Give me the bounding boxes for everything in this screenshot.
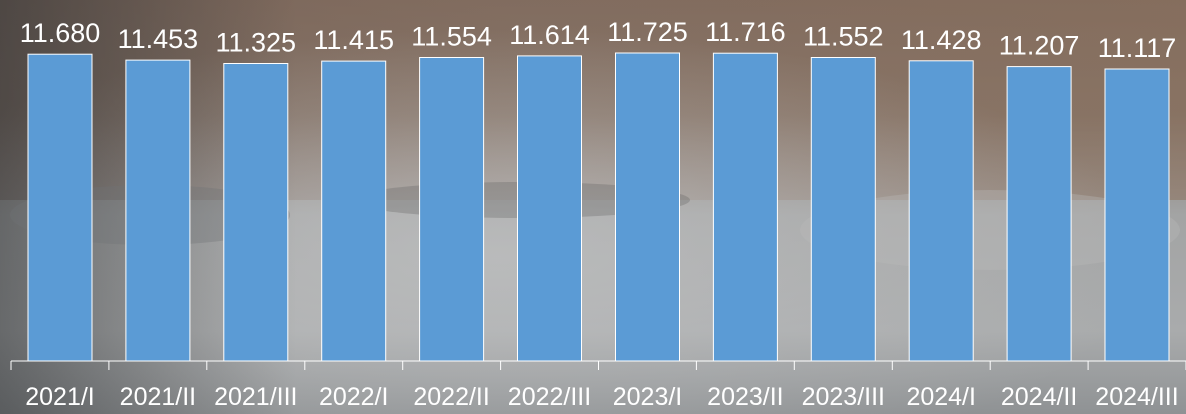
data-label: 11.716 [705,17,786,47]
data-label: 11.725 [607,17,688,47]
bar-2024-ii [1006,66,1072,362]
x-tick-label: 2023/II [707,383,783,411]
x-tick-label: 2024/I [906,383,976,411]
data-label: 11.415 [313,25,394,55]
data-labels: 11.680 11.453 11.325 11.415 11.554 11.614 11.7… [20,17,1177,63]
bar-2024-iii [1104,68,1170,362]
bar-2022-i [321,60,387,362]
data-label: 11.680 [20,18,101,48]
data-label: 11.428 [901,25,982,55]
bar-2022-ii [419,57,485,362]
x-tick-label: 2021/III [214,383,297,411]
data-label: 11.207 [999,31,1080,61]
x-tick-label: 2024/II [1001,383,1077,411]
x-tick-label: 2024/III [1095,383,1178,411]
bar-2024-i [908,60,974,362]
bars [27,52,1170,362]
data-label: 11.554 [411,22,492,52]
x-tick-labels: 2021/I 2021/II 2021/III 2022/I 2022/II 2022/I… [25,383,1178,411]
x-axis [10,360,1186,370]
data-label: 11.453 [118,24,199,54]
bar-2023-iii [810,57,876,362]
bar-2023-ii [712,52,778,362]
background-blur-shape-3 [800,190,1180,270]
bar-2021-ii [125,59,191,362]
x-tick-label: 2023/I [613,383,683,411]
bar-2023-i [615,52,680,362]
data-label: 11.614 [509,20,590,50]
bar-2022-iii [517,55,582,362]
bar-2021-i [27,53,93,362]
x-tick-label: 2023/III [802,383,885,411]
data-label: 11.325 [216,28,297,58]
data-label: 11.117 [1098,33,1177,63]
x-tick-label: 2022/II [413,383,489,411]
x-tick-label: 2022/III [508,383,591,411]
x-tick-label: 2021/II [120,383,196,411]
data-label: 11.552 [803,22,884,52]
x-tick-label: 2022/I [319,383,389,411]
x-tick-label: 2021/I [25,383,95,411]
bar-2021-iii [223,63,289,362]
